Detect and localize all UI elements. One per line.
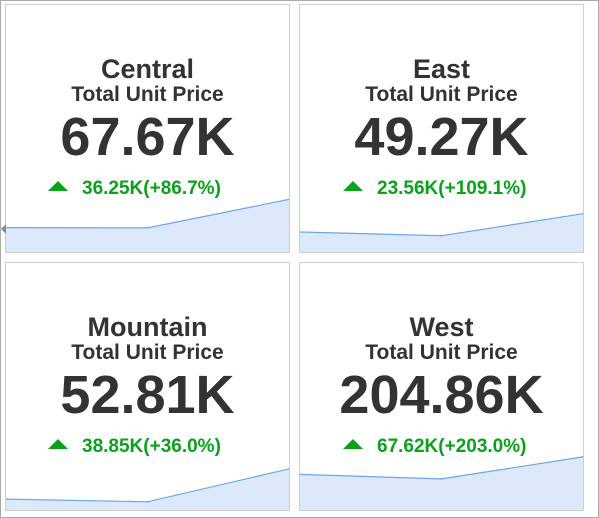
sparkline-point-2	[582, 456, 583, 458]
kpi-delta: 36.25K(+86.7%)	[48, 176, 221, 202]
kpi-value: 204.86K	[339, 365, 544, 425]
up-triangle-icon	[343, 181, 363, 191]
kpi-delta: 67.62K(+203.0%)	[343, 434, 526, 460]
up-triangle-icon	[48, 439, 68, 449]
delta-text: 36.25K(+86.7%)	[82, 178, 221, 199]
kpi-tile-east[interactable]: East Total Unit Price 49.27K 23.56K(+109…	[299, 4, 584, 253]
delta-text: 67.62K(+203.0%)	[377, 436, 527, 457]
sparkline	[6, 198, 289, 252]
sparkline-area	[6, 199, 289, 252]
sparkline-point-1	[440, 478, 443, 480]
region-title: Mountain	[87, 312, 208, 342]
kpi-value: 52.81K	[60, 365, 235, 425]
sparkline-area	[300, 456, 583, 510]
sparkline-point-0	[300, 473, 301, 476]
measure-label: Total Unit Price	[365, 341, 518, 364]
sparkline-point-1	[440, 234, 443, 237]
sparkline-point-0	[6, 498, 7, 500]
region-title: Central	[100, 54, 195, 84]
sparkline-point-1	[146, 227, 149, 229]
sparkline	[6, 468, 289, 510]
kpi-tile-central[interactable]: Central Total Unit Price 67.67K 36.25K(+…	[5, 4, 290, 253]
sparkline-point-1	[146, 500, 149, 503]
sparkline-point-0	[300, 231, 301, 233]
measure-label: Total Unit Price	[71, 83, 224, 106]
up-triangle-icon	[48, 181, 68, 191]
kpi-delta: 23.56K(+109.1%)	[343, 176, 526, 202]
sparkline	[300, 456, 583, 510]
delta-text: 38.85K(+36.0%)	[82, 436, 221, 457]
kpi-value: 67.67K	[60, 107, 235, 167]
sparkline-area	[6, 468, 289, 510]
kpi-tile-west[interactable]: West Total Unit Price 204.86K 67.62K(+20…	[299, 262, 584, 511]
sparkline-point-2	[288, 468, 289, 470]
sparkline-point-0	[6, 226, 7, 229]
region-title: West	[409, 312, 474, 342]
measure-label: Total Unit Price	[71, 341, 224, 364]
kpi-tile-mountain[interactable]: Mountain Total Unit Price 52.81K 38.85K(…	[5, 262, 290, 511]
kpi-delta: 38.85K(+36.0%)	[48, 434, 221, 460]
sparkline-point-2	[288, 198, 289, 201]
up-triangle-icon	[343, 439, 363, 449]
sparkline-area	[300, 213, 583, 252]
resize-handle[interactable]	[1, 224, 6, 234]
measure-label: Total Unit Price	[365, 83, 518, 106]
delta-text: 23.56K(+109.1%)	[377, 178, 527, 199]
sparkline-point-2	[582, 212, 583, 215]
kpi-value: 49.27K	[354, 107, 529, 167]
region-title: East	[412, 54, 471, 84]
sparkline	[300, 212, 583, 252]
